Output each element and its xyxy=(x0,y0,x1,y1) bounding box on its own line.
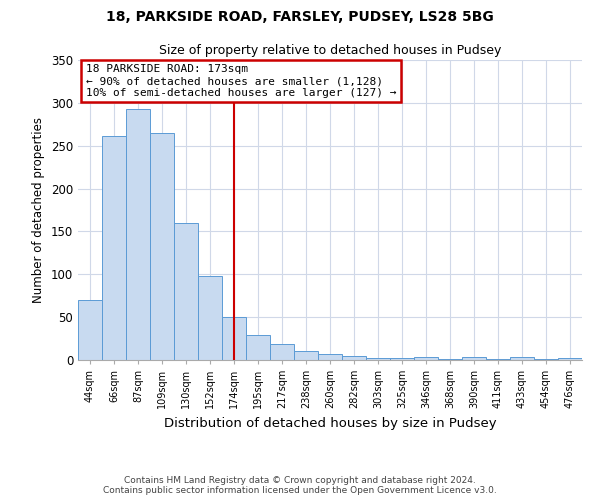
Bar xyxy=(150,133,174,360)
Text: 18 PARKSIDE ROAD: 173sqm
← 90% of detached houses are smaller (1,128)
10% of sem: 18 PARKSIDE ROAD: 173sqm ← 90% of detach… xyxy=(86,64,396,98)
Text: 18, PARKSIDE ROAD, FARSLEY, PUDSEY, LS28 5BG: 18, PARKSIDE ROAD, FARSLEY, PUDSEY, LS28… xyxy=(106,10,494,24)
Bar xyxy=(318,354,342,360)
Bar xyxy=(174,223,198,360)
Y-axis label: Number of detached properties: Number of detached properties xyxy=(32,117,46,303)
Bar xyxy=(294,352,318,360)
Bar xyxy=(342,356,366,360)
Bar xyxy=(126,109,150,360)
Bar xyxy=(414,358,438,360)
Bar xyxy=(198,276,222,360)
Bar xyxy=(438,359,462,360)
X-axis label: Distribution of detached houses by size in Pudsey: Distribution of detached houses by size … xyxy=(164,416,496,430)
Bar xyxy=(390,358,414,360)
Title: Size of property relative to detached houses in Pudsey: Size of property relative to detached ho… xyxy=(159,44,501,58)
Bar xyxy=(78,300,102,360)
Bar xyxy=(534,359,558,360)
Bar xyxy=(246,335,270,360)
Bar xyxy=(462,358,486,360)
Text: Contains HM Land Registry data © Crown copyright and database right 2024.
Contai: Contains HM Land Registry data © Crown c… xyxy=(103,476,497,495)
Bar xyxy=(270,344,294,360)
Bar xyxy=(510,358,534,360)
Bar xyxy=(222,317,246,360)
Bar xyxy=(102,136,126,360)
Bar xyxy=(558,358,582,360)
Bar xyxy=(366,358,390,360)
Bar xyxy=(486,359,510,360)
